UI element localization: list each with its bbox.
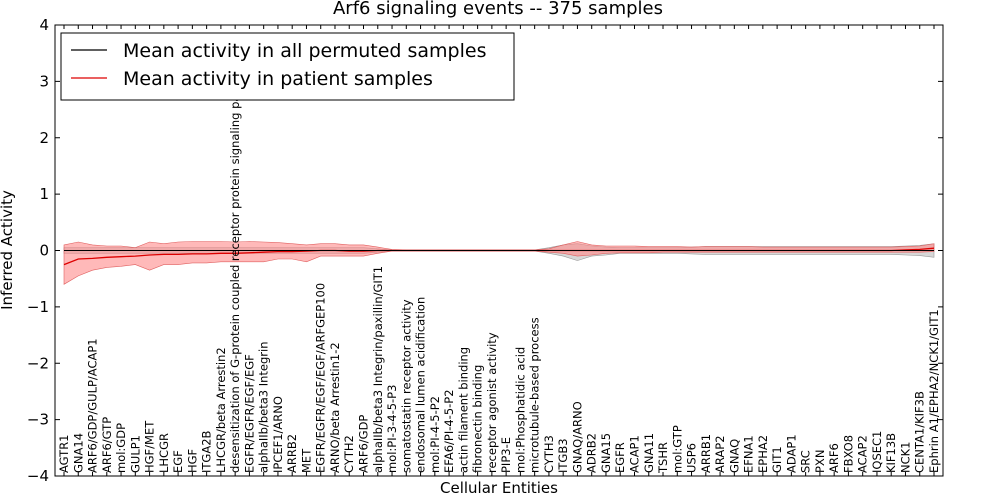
x-axis xyxy=(63,25,935,476)
x-category-label: CYTH2 xyxy=(342,435,356,473)
x-category-label: GIT1 xyxy=(770,446,784,473)
x-category-label: ARF6/GTP xyxy=(100,417,114,473)
x-category-label: IPCEF1/ARNO xyxy=(271,396,285,473)
x-category-label: LHCGR/beta Arrestin2 xyxy=(214,347,228,473)
x-category-label: MET xyxy=(300,448,314,473)
x-category-label: ADRB2 xyxy=(585,433,599,473)
x-category-label: FBXO8 xyxy=(841,435,855,473)
x-category-label: receptor agonist activity xyxy=(485,332,499,473)
x-category-label: ARF6/GDP xyxy=(357,415,371,473)
x-category-label: GNA15 xyxy=(599,433,613,473)
x-category-label: EGFR/EGFR/EGF/EGF xyxy=(242,354,256,473)
x-category-label: ARRB2 xyxy=(285,434,299,473)
x-category-label: LHCGR xyxy=(157,433,171,473)
y-axis: −4 −3 −2 −1 0 1 2 3 4 xyxy=(27,16,943,485)
y-tick-label: 4 xyxy=(39,16,49,34)
x-category-label: SRC xyxy=(799,450,813,473)
x-category-label: GNA11 xyxy=(642,433,656,473)
legend-label-permuted: Mean activity in all permuted samples xyxy=(123,40,486,62)
x-category-label: actin filament binding xyxy=(456,347,470,473)
x-category-label: mol:Phosphatidic acid xyxy=(513,347,527,473)
x-category-label: GULP1 xyxy=(128,435,142,473)
x-category-label: EGF xyxy=(171,450,185,473)
x-category-label: ARRB1 xyxy=(699,434,713,473)
x-category-label: mol:PI-4-5-P2 xyxy=(428,396,442,473)
x-category-label: EGFR/EGFR/EGF/EGF/ARFGEP100 xyxy=(314,283,328,473)
y-tick-label: −3 xyxy=(27,411,49,429)
x-category-label: GNAQ/ARNO xyxy=(570,401,584,473)
x-category-label: mol:PI-3-4-5-P3 xyxy=(385,385,399,473)
series-lines xyxy=(63,247,935,266)
x-category-label: ARF6 xyxy=(827,443,841,473)
x-category-label: NCK1 xyxy=(899,442,913,474)
y-tick-label: 3 xyxy=(39,72,49,90)
x-category-label: mol:GTP xyxy=(670,425,684,473)
x-category-label: endosomal lumen acidification xyxy=(414,297,428,473)
x-category-label: GNA14 xyxy=(71,433,85,473)
x-category-label: microtubule-based process xyxy=(528,317,542,473)
legend-box xyxy=(60,32,515,101)
y-tick-label: −2 xyxy=(27,354,49,372)
y-tick-label: −1 xyxy=(27,298,49,316)
x-category-label: ITGA2B xyxy=(200,430,214,473)
x-axis-title: Cellular Entities xyxy=(440,479,558,497)
x-category-label: USP6 xyxy=(685,443,699,473)
y-tick-label: −4 xyxy=(27,467,49,485)
x-category-label: ITGB3 xyxy=(556,438,570,473)
x-category-label: EPHA2 xyxy=(756,435,770,473)
x-category-label: CYTH3 xyxy=(542,435,556,473)
x-category-label: ACAP1 xyxy=(628,435,642,473)
x-category-label: EGFR xyxy=(613,442,627,473)
x-category-label: desensitization of G-protein coupled rec… xyxy=(228,59,242,473)
x-category-label: ACAP2 xyxy=(856,435,870,473)
x-category-label: CENTA1/KIF3B xyxy=(913,391,927,473)
x-category-label: alphaIIb/beta3 Integrin xyxy=(257,341,271,473)
x-category-label: EFA6/PI-4-5-P2 xyxy=(442,389,456,473)
x-category-label: somatostatin receptor activity xyxy=(399,299,413,473)
y-tick-label: 1 xyxy=(39,185,49,203)
category-labels: AGTR1 GNA14 ARF6/GDP/GULP/ACAP1 ARF6/GTP mol… xyxy=(57,59,941,474)
x-category-label: TSHR xyxy=(656,442,670,474)
legend-label-patient: Mean activity in patient samples xyxy=(123,68,433,90)
y-axis-title: Inferred Activity xyxy=(0,190,16,310)
chart-title: Arf6 signaling events -- 375 samples xyxy=(333,0,663,19)
x-category-label: PXN xyxy=(813,450,827,473)
x-category-label: ARAP2 xyxy=(713,435,727,473)
x-category-label: fibronectin binding xyxy=(471,365,485,473)
x-category-label: GNAQ xyxy=(727,439,741,473)
x-category-label: AGTR1 xyxy=(57,435,71,474)
x-category-label: HGF/MET xyxy=(143,420,157,473)
x-category-label: Ephrin A1/EPHA2/NCK1/GIT1 xyxy=(927,309,941,473)
x-category-label: PIP3-E xyxy=(499,437,513,473)
x-category-label: ADAP1 xyxy=(784,434,798,473)
x-category-label: KIF13B xyxy=(884,433,898,473)
x-category-label: EFNA1 xyxy=(742,435,756,473)
x-category-label: ARNO/beta Arrestin1-2 xyxy=(328,342,342,473)
x-category-label: mol:GDP xyxy=(114,423,128,473)
legend: Mean activity in all permuted samples Me… xyxy=(60,32,515,101)
x-category-label: HGF xyxy=(185,449,199,473)
x-category-label: alphaIIb/beta3 Integrin/paxillin/GIT1 xyxy=(371,266,385,473)
y-tick-label: 2 xyxy=(39,129,49,147)
x-category-label: IQSEC1 xyxy=(870,431,884,473)
x-category-label: ARF6/GDP/GULP/ACAP1 xyxy=(86,338,100,473)
y-tick-label: 0 xyxy=(39,242,49,260)
